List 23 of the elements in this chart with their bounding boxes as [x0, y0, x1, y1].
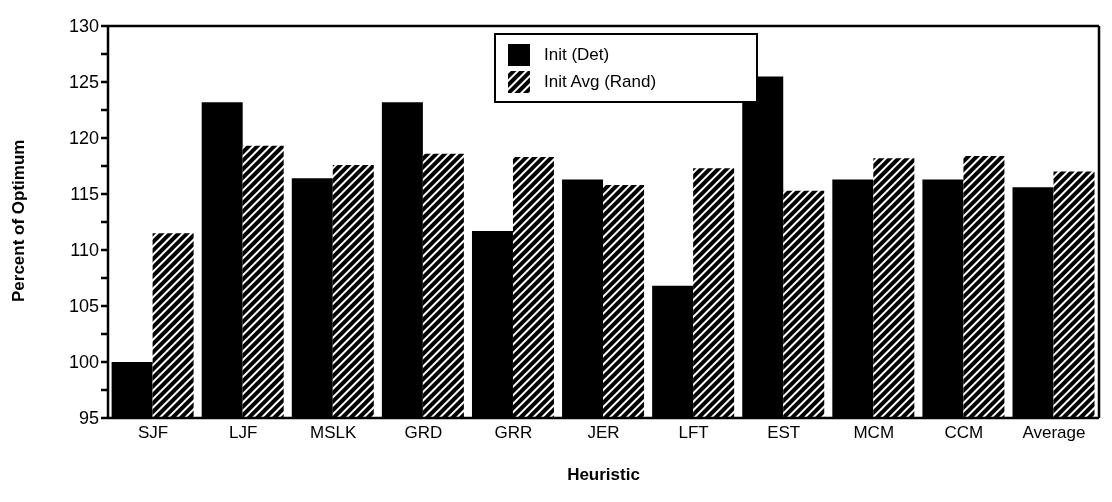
x-tick-label: GRR: [494, 423, 533, 443]
x-tick-label: JER: [587, 423, 620, 443]
x-tick-label: LJF: [228, 423, 258, 443]
y-axis-title: Percent of Optimum: [9, 139, 29, 302]
x-tick-label: GRD: [404, 423, 443, 443]
x-tick-label: MCM: [853, 423, 895, 443]
x-tick-label: MSLK: [310, 423, 358, 443]
y-tick-label: 95: [78, 408, 99, 429]
x-axis-title: Heuristic: [567, 465, 640, 484]
legend-label: Init Avg (Rand): [544, 71, 657, 92]
y-tick-label: 100: [68, 352, 99, 373]
y-tick-label: 105: [68, 296, 99, 317]
x-tick-label: CCM: [944, 423, 984, 443]
legend-label: Init (Det): [544, 44, 610, 65]
x-tick-label: SJF: [137, 423, 169, 443]
y-tick-label: 125: [68, 72, 99, 93]
y-tick-label: 120: [68, 128, 99, 149]
x-tick-label: EST: [767, 423, 801, 443]
y-tick-label: 115: [70, 184, 99, 205]
x-tick-label: Average: [1022, 423, 1086, 443]
y-tick-label: 130: [68, 16, 99, 37]
y-tick-label: 110: [70, 240, 99, 261]
x-tick-label: LFT: [678, 423, 709, 443]
